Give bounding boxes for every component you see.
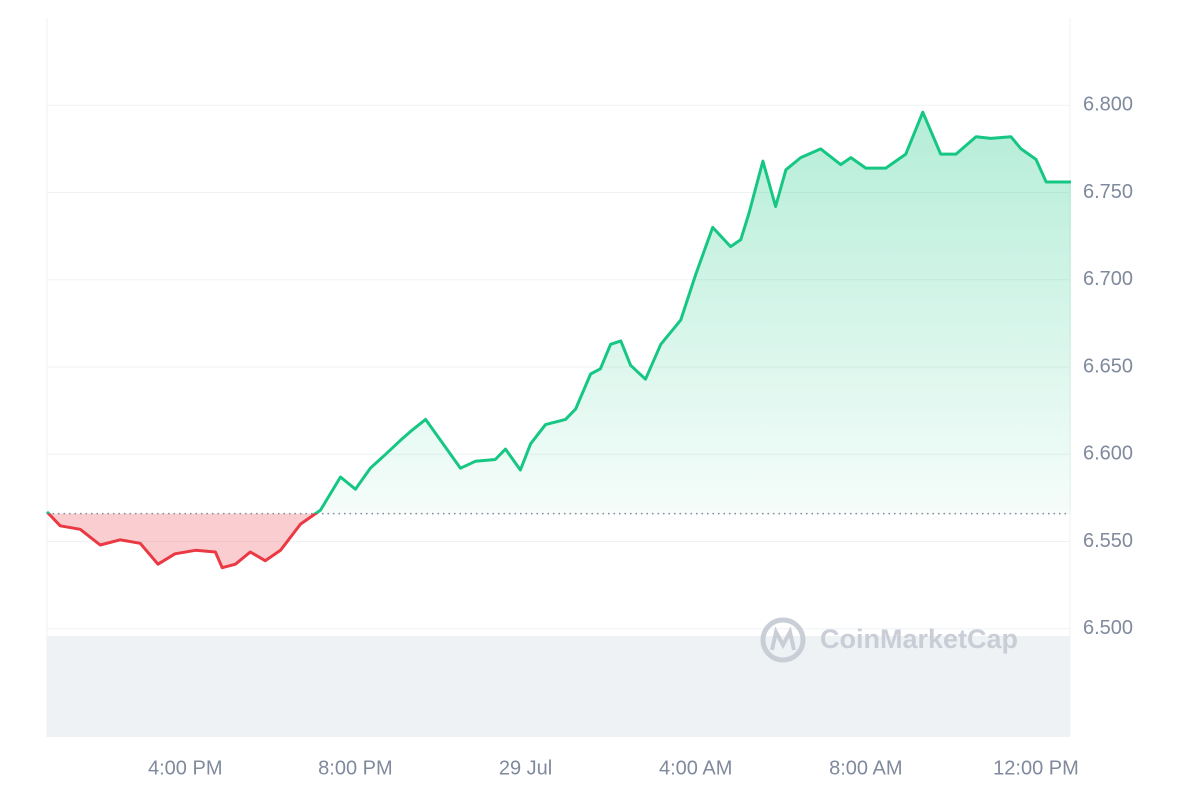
y-tick-label: 6.500 bbox=[1083, 617, 1133, 639]
watermark: CoinMarketCap bbox=[760, 617, 1018, 663]
x-tick-label: 4:00 PM bbox=[148, 757, 222, 779]
price-area bbox=[47, 112, 1071, 568]
x-tick-label: 8:00 AM bbox=[829, 757, 902, 779]
watermark-text: CoinMarketCap bbox=[820, 624, 1018, 654]
y-tick-label: 6.650 bbox=[1083, 355, 1133, 377]
y-tick-label: 6.750 bbox=[1083, 181, 1133, 203]
x-tick-label: 12:00 PM bbox=[993, 757, 1079, 779]
x-tick-label: 4:00 AM bbox=[659, 757, 732, 779]
x-tick-label: 8:00 PM bbox=[318, 757, 392, 779]
x-tick-label: 29 Jul bbox=[499, 757, 552, 779]
y-tick-label: 6.700 bbox=[1083, 268, 1133, 290]
price-line bbox=[45, 110, 1071, 570]
volume-band bbox=[47, 636, 1070, 737]
y-tick-label: 6.550 bbox=[1083, 530, 1133, 552]
y-tick-label: 6.600 bbox=[1083, 443, 1133, 465]
y-tick-label: 6.800 bbox=[1083, 94, 1133, 116]
